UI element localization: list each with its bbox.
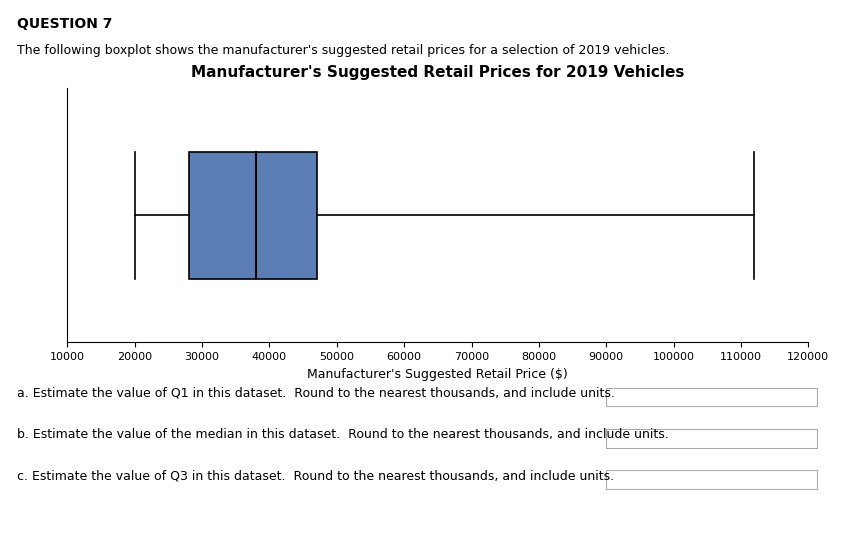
Text: QUESTION 7: QUESTION 7 xyxy=(17,17,112,30)
Text: a. Estimate the value of Q1 in this dataset.  Round to the nearest thousands, an: a. Estimate the value of Q1 in this data… xyxy=(17,386,615,400)
Bar xyxy=(189,152,317,279)
Text: The following boxplot shows the manufacturer's suggested retail prices for a sel: The following boxplot shows the manufact… xyxy=(17,44,669,57)
X-axis label: Manufacturer's Suggested Retail Price ($): Manufacturer's Suggested Retail Price ($… xyxy=(307,368,568,380)
Text: c. Estimate the value of Q3 in this dataset.  Round to the nearest thousands, an: c. Estimate the value of Q3 in this data… xyxy=(17,469,614,482)
Title: Manufacturer's Suggested Retail Prices for 2019 Vehicles: Manufacturer's Suggested Retail Prices f… xyxy=(191,65,685,80)
Text: b. Estimate the value of the median in this dataset.  Round to the nearest thous: b. Estimate the value of the median in t… xyxy=(17,428,669,441)
